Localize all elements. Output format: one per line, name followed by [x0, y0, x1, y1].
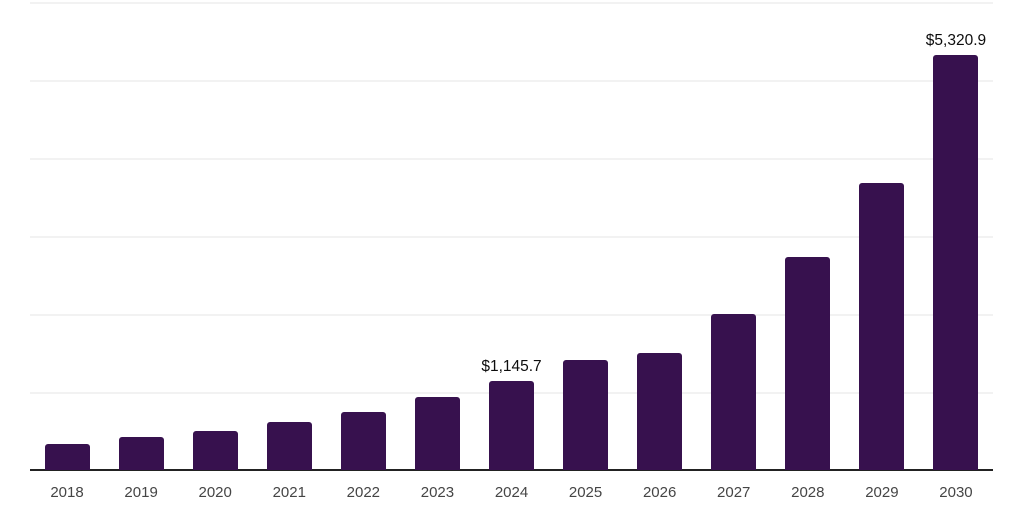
- x-tick-label-2020: 2020: [198, 484, 232, 501]
- bar-2022: [340, 411, 386, 470]
- bar-2018: [44, 443, 90, 470]
- gridline-4000: [30, 158, 993, 160]
- bar-2028: [785, 257, 831, 470]
- bar-2026: [637, 353, 683, 470]
- bar-2024: [489, 380, 534, 470]
- x-tick-label-2024: 2024: [494, 484, 529, 501]
- x-tick-label-2028: 2028: [791, 484, 825, 501]
- x-tick-label-2022: 2022: [346, 484, 381, 501]
- bar-2030: [933, 54, 979, 470]
- x-tick-label-2026: 2026: [642, 484, 677, 501]
- gridline-5000: [30, 80, 993, 82]
- gridline-3000: [30, 236, 993, 238]
- bar-2023: [414, 397, 460, 470]
- bar-2027: [711, 314, 757, 470]
- bar-2025: [563, 360, 609, 470]
- gridline-2000: [30, 314, 993, 316]
- x-tick-label-2021: 2021: [272, 484, 306, 501]
- x-tick-label-2023: 2023: [420, 484, 455, 501]
- data-label-2030: $5,320.9: [925, 31, 987, 49]
- bar-2029: [859, 182, 905, 470]
- x-tick-label-2018: 2018: [50, 484, 84, 501]
- x-tick-label-2029: 2029: [865, 484, 899, 501]
- x-tick-label-2030: 2030: [939, 484, 973, 501]
- data-label-2024: $1,145.7: [481, 357, 542, 375]
- bar-2020: [192, 431, 238, 470]
- x-tick-label-2027: 2027: [717, 484, 751, 501]
- bar-2019: [118, 437, 164, 470]
- x-axis-line: [30, 469, 993, 471]
- x-tick-label-2019: 2019: [124, 484, 158, 501]
- x-tick-label-2025: 2025: [568, 484, 603, 501]
- gridline-6000: [30, 2, 993, 4]
- bar-2021: [266, 422, 312, 470]
